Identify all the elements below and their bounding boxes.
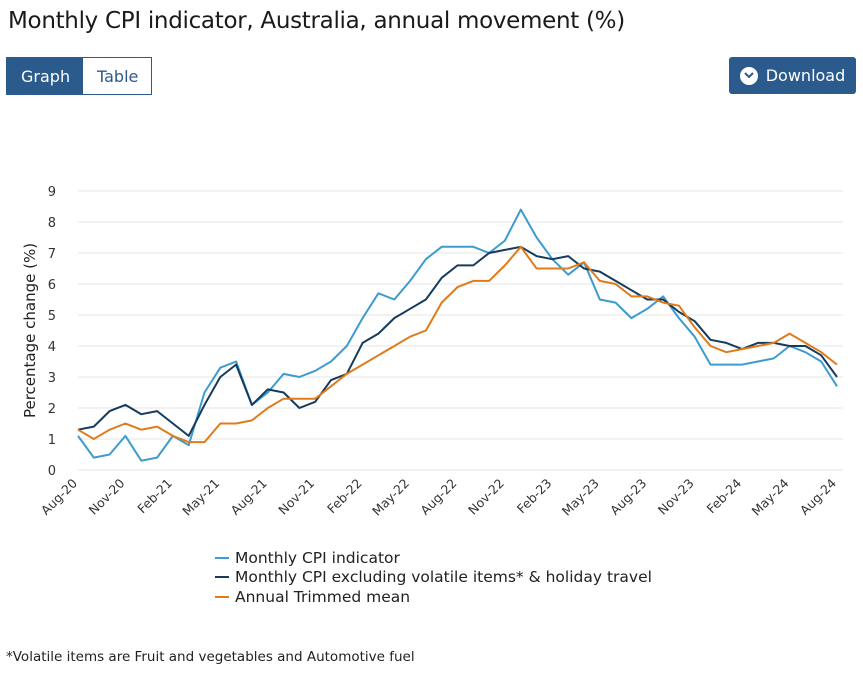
y-tick-label: 7	[48, 247, 56, 262]
legend-label: Monthly CPI excluding volatile items* & …	[235, 568, 652, 587]
table-tab[interactable]: Table	[83, 58, 151, 94]
x-tick-label: Aug-23	[607, 476, 649, 518]
y-tick-label: 1	[48, 433, 56, 448]
legend-item: Annual Trimmed mean	[215, 587, 652, 607]
x-tick-label: Aug-24	[797, 475, 839, 517]
series-line-3	[77, 245, 838, 444]
x-tick-label: Aug-21	[228, 476, 270, 518]
series-line-2	[77, 245, 838, 437]
y-tick-label: 2	[48, 402, 56, 417]
footnote: *Volatile items are Fruit and vegetables…	[6, 649, 415, 665]
x-tick-label: May-24	[749, 475, 792, 518]
y-axis-label: Percentage change (%)	[21, 243, 39, 418]
legend-item: Monthly CPI excluding volatile items* & …	[215, 568, 652, 588]
y-tick-label: 5	[48, 309, 56, 324]
y-tick-label: 4	[48, 340, 56, 355]
legend-swatch	[215, 595, 229, 598]
x-tick-label: Feb-22	[324, 476, 365, 517]
x-tick-label: Aug-22	[417, 476, 459, 518]
chart-legend: Monthly CPI indicator Monthly CPI excludi…	[215, 548, 652, 607]
chevron-down-icon	[739, 66, 758, 85]
x-tick-label: Feb-21	[134, 476, 175, 517]
x-tick-label: May-22	[369, 476, 412, 519]
legend-label: Monthly CPI indicator	[235, 548, 400, 567]
x-tick-label: Nov-23	[655, 476, 697, 518]
legend-item: Monthly CPI indicator	[215, 548, 652, 568]
y-tick-label: 9	[48, 185, 56, 200]
series-line-1	[77, 208, 838, 462]
y-tick-label: 8	[48, 216, 56, 231]
y-tick-label: 3	[48, 371, 56, 386]
x-tick-label: May-21	[179, 476, 222, 519]
x-tick-label: Nov-22	[465, 476, 507, 518]
y-tick-label: 6	[48, 278, 56, 293]
view-toggle: Graph Table	[6, 57, 152, 95]
y-tick-label: 0	[48, 464, 56, 479]
legend-swatch	[215, 556, 229, 559]
x-tick-label: Feb-23	[514, 476, 555, 517]
x-tick-label: Aug-20	[38, 475, 80, 517]
download-button[interactable]: Download	[729, 57, 856, 94]
x-tick-label: Nov-21	[275, 476, 317, 518]
graph-tab[interactable]: Graph	[7, 58, 83, 94]
legend-label: Annual Trimmed mean	[235, 587, 411, 606]
x-tick-label: Nov-20	[85, 475, 127, 517]
x-tick-label: Feb-24	[704, 475, 745, 516]
page-title: Monthly CPI indicator, Australia, annual…	[8, 8, 625, 34]
legend-swatch	[215, 576, 229, 579]
download-label: Download	[765, 66, 846, 85]
x-tick-label: May-23	[559, 476, 602, 519]
